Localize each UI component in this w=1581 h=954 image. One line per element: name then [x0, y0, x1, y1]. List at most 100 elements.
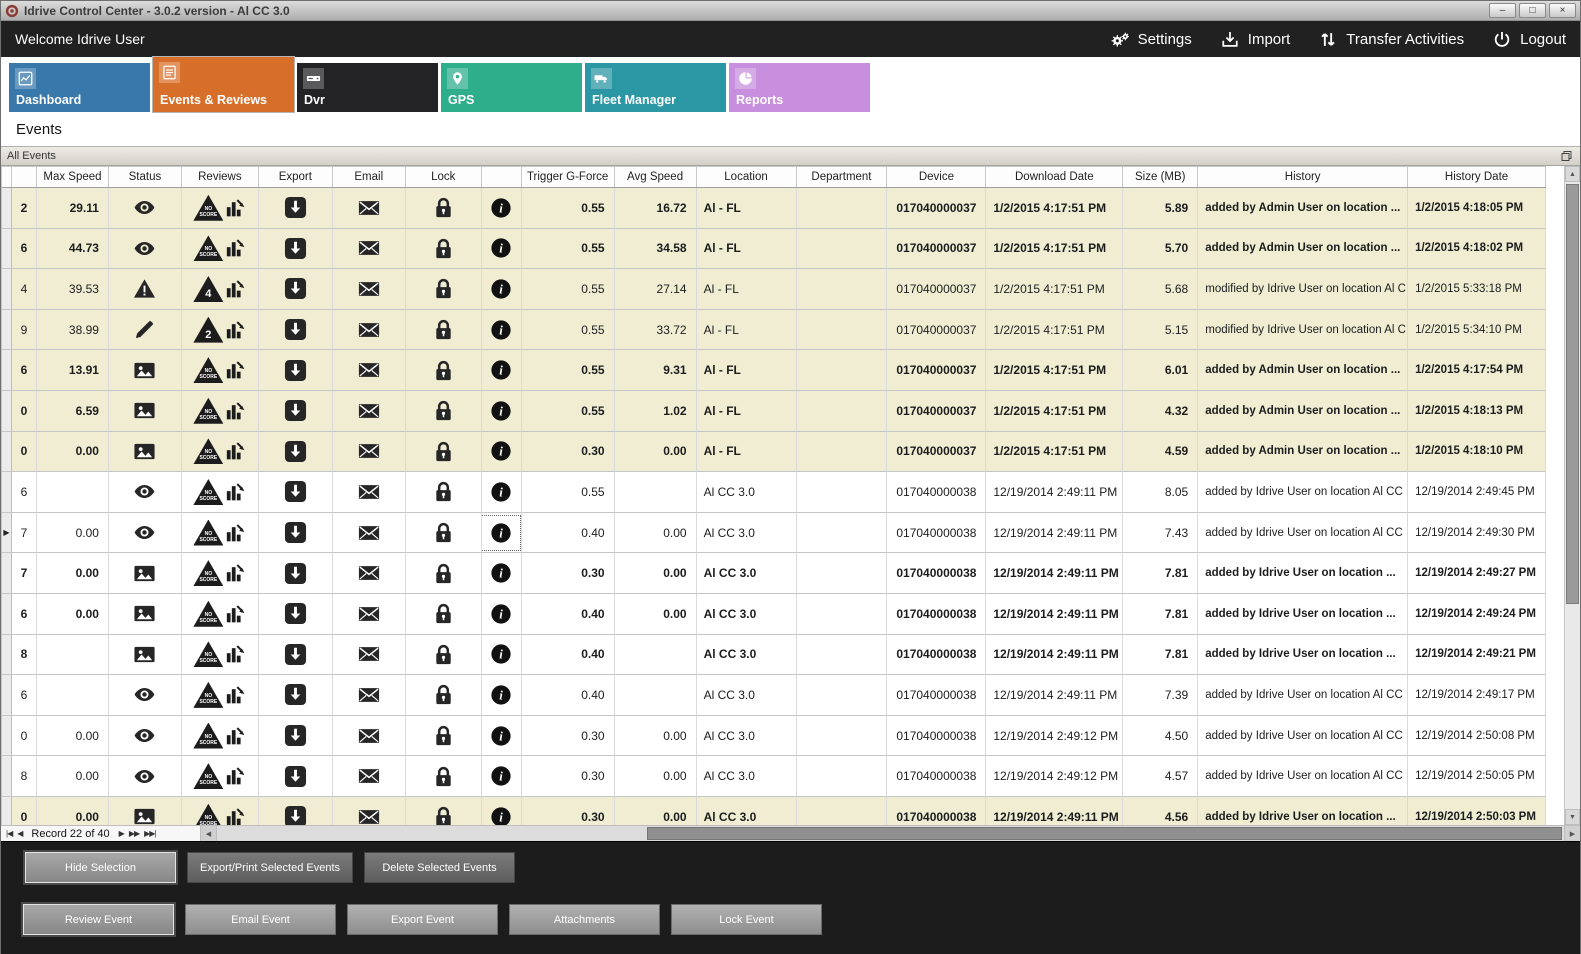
scroll-right-button[interactable]: ▶: [1564, 826, 1580, 841]
table-row[interactable]: ▶ 6 NO SCORE: [2, 472, 1546, 513]
scroll-up-button[interactable]: ▲: [1565, 166, 1580, 182]
status-cell[interactable]: [109, 796, 182, 825]
table-row[interactable]: ▶ 2 29.11 NO SCORE: [2, 188, 1546, 229]
status-cell[interactable]: [108, 756, 182, 797]
info-cell[interactable]: [481, 309, 522, 351]
email-cell[interactable]: [332, 188, 406, 229]
email-cell[interactable]: [332, 390, 406, 432]
table-row[interactable]: ▶ 0 6.59 NO SCORE: [2, 390, 1546, 432]
export-cell[interactable]: [258, 553, 333, 594]
vertical-scroll-track[interactable]: [1565, 182, 1580, 809]
restore-panel-icon[interactable]: [1560, 150, 1574, 162]
reviews-cell[interactable]: NO SCORE NO SCORE: [181, 472, 259, 513]
topbar-action[interactable]: Import: [1220, 30, 1290, 49]
info-cell[interactable]: [481, 553, 522, 594]
lock-cell[interactable]: [405, 350, 482, 391]
info-cell[interactable]: [481, 350, 522, 391]
reviews-cell[interactable]: NO SCORE NO SCORE: [181, 228, 259, 270]
email-cell[interactable]: [332, 472, 406, 513]
event-action-button[interactable]: Email Event: [185, 904, 336, 935]
export-cell[interactable]: [258, 593, 333, 635]
column-header[interactable]: Lock: [406, 167, 482, 187]
column-header[interactable]: Email: [333, 167, 406, 187]
status-cell[interactable]: [108, 512, 182, 554]
event-action-button[interactable]: Export Event: [347, 904, 498, 935]
email-cell[interactable]: [332, 715, 406, 757]
reviews-cell[interactable]: 2 2: [181, 309, 259, 351]
event-action-button[interactable]: Review Event: [21, 902, 176, 937]
reviews-cell[interactable]: NO SCORE NO SCORE: [181, 431, 259, 473]
status-cell[interactable]: [108, 309, 182, 351]
export-cell[interactable]: [258, 350, 333, 391]
column-header[interactable]: Device: [887, 167, 987, 187]
column-header[interactable]: Trigger G-Force: [522, 167, 615, 187]
export-cell[interactable]: [258, 309, 333, 351]
column-header[interactable]: [12, 167, 37, 187]
tab[interactable]: Fleet Manager: [585, 63, 726, 112]
email-cell[interactable]: [332, 269, 406, 310]
status-cell[interactable]: [108, 350, 182, 391]
export-cell[interactable]: [258, 431, 333, 473]
reviews-cell[interactable]: NO SCORE NO SCORE: [181, 634, 259, 676]
status-cell[interactable]: [108, 634, 182, 676]
export-cell[interactable]: [258, 269, 333, 310]
column-header[interactable]: Export: [259, 167, 333, 187]
table-row[interactable]: ▶ 4 39.53 4: [2, 269, 1546, 310]
table-row[interactable]: ▶ 6 13.91 NO SCORE: [2, 350, 1546, 391]
column-header[interactable]: History: [1198, 167, 1409, 187]
column-header[interactable]: Location: [697, 167, 797, 187]
tab[interactable]: Events & Reviews: [153, 57, 294, 112]
column-header[interactable]: Size (MB): [1123, 167, 1199, 187]
lock-cell[interactable]: [405, 512, 482, 554]
email-cell[interactable]: [332, 512, 406, 554]
status-cell[interactable]: [108, 675, 182, 716]
email-cell[interactable]: [332, 756, 406, 797]
column-header[interactable]: Max Speed: [37, 167, 109, 187]
column-header[interactable]: [2, 167, 12, 187]
status-cell[interactable]: [108, 269, 182, 310]
horizontal-scrollbar[interactable]: ◀ ▶: [201, 826, 1580, 841]
lock-cell[interactable]: [405, 228, 482, 270]
column-header[interactable]: Reviews: [182, 167, 259, 187]
reviews-cell[interactable]: 4 4: [181, 269, 259, 310]
horizontal-scroll-thumb[interactable]: [647, 827, 1562, 840]
tab[interactable]: Reports: [729, 63, 870, 112]
lock-cell[interactable]: [406, 796, 482, 825]
info-cell[interactable]: [481, 593, 522, 635]
status-cell[interactable]: [108, 593, 182, 635]
tab[interactable]: GPS: [441, 63, 582, 112]
first-record-button[interactable]: |◀: [6, 829, 13, 838]
export-cell[interactable]: [259, 796, 333, 825]
reviews-cell[interactable]: NO SCORE NO SCORE: [181, 512, 259, 554]
info-cell[interactable]: [481, 756, 522, 797]
lock-cell[interactable]: [405, 188, 482, 229]
prev-record-button[interactable]: ◀: [17, 829, 23, 838]
export-cell[interactable]: [258, 390, 333, 432]
reviews-cell[interactable]: NO SCORE NO SCORE: [181, 675, 259, 716]
export-cell[interactable]: [258, 715, 333, 757]
info-cell[interactable]: [481, 269, 522, 310]
export-cell[interactable]: [258, 188, 333, 229]
reviews-cell[interactable]: NO SCORE NO SCORE: [181, 350, 259, 391]
lock-cell[interactable]: [405, 593, 482, 635]
lock-cell[interactable]: [405, 634, 482, 676]
status-cell[interactable]: [108, 715, 182, 757]
column-header[interactable]: Status: [109, 167, 182, 187]
reviews-cell[interactable]: NO SCORE NO SCORE: [181, 715, 259, 757]
minimize-button[interactable]: –: [1489, 3, 1516, 18]
email-cell[interactable]: [332, 553, 406, 594]
status-cell[interactable]: [108, 431, 182, 473]
topbar-action[interactable]: Logout: [1492, 30, 1566, 49]
lock-cell[interactable]: [405, 269, 482, 310]
lock-cell[interactable]: [405, 756, 482, 797]
info-cell[interactable]: [482, 796, 522, 825]
table-row[interactable]: ▶ 7 0.00 NO SCORE: [2, 553, 1546, 594]
event-action-button[interactable]: Attachments: [509, 904, 660, 935]
status-cell[interactable]: [108, 472, 182, 513]
table-row[interactable]: ▶ 6 NO SCORE: [2, 675, 1546, 716]
reviews-cell[interactable]: NO SCORE NO SCORE: [181, 553, 259, 594]
info-cell[interactable]: [481, 512, 522, 554]
table-row[interactable]: ▶ 0 0.00 NO SCORE: [2, 715, 1546, 757]
info-cell[interactable]: [481, 390, 522, 432]
table-row[interactable]: ▶ 7 0.00 NO SCORE: [2, 512, 1546, 554]
